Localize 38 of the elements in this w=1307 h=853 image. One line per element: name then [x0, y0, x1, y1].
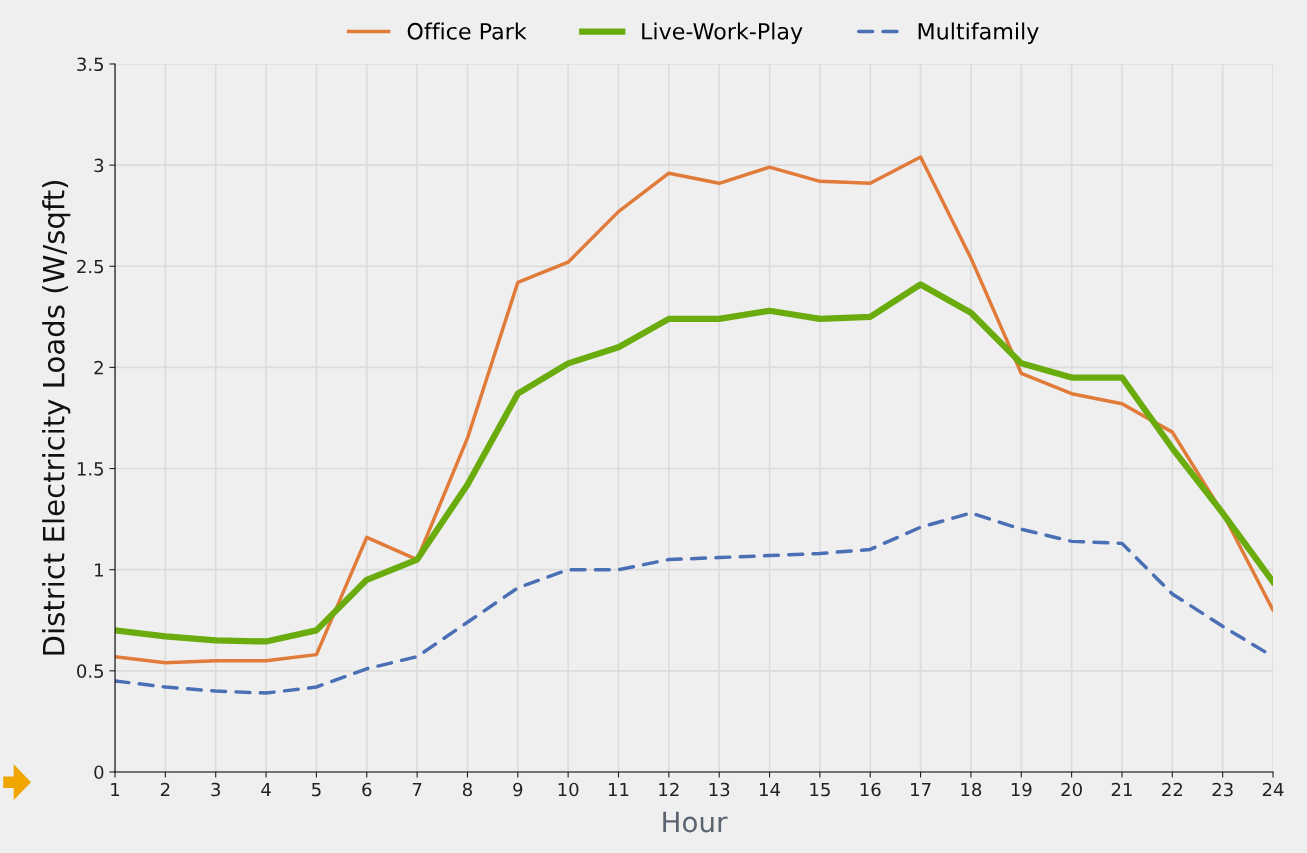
x-tick-label: 4 — [261, 782, 271, 797]
y-tick-label: 3.5 — [77, 57, 104, 72]
x-axis-title: Hour — [663, 811, 728, 833]
x-tick-label: 11 — [608, 782, 629, 797]
y-tick-label: 1.5 — [77, 462, 104, 476]
x-tick-label: 3 — [211, 782, 221, 797]
x-tick-label: 9 — [513, 782, 523, 797]
x-tick-label: 23 — [1212, 782, 1233, 797]
y-tick-label: 0.5 — [77, 664, 104, 678]
x-tick-label: 16 — [860, 782, 881, 797]
y-tick-label: 2 — [94, 360, 103, 375]
x-tick-label: 17 — [911, 782, 931, 797]
x-tick-label: 24 — [1262, 782, 1284, 797]
x-tick-label: 2 — [160, 782, 170, 797]
x-tick-label: 20 — [1061, 782, 1082, 797]
x-tick-label: 8 — [462, 782, 472, 797]
x-tick-label: 10 — [558, 782, 579, 797]
y-tick-label: 2.5 — [77, 259, 104, 274]
x-tick-label: 15 — [810, 782, 830, 797]
x-tick-label: 12 — [659, 782, 679, 797]
y-axis-title: District Electricity Loads (W/sqft) — [42, 181, 71, 655]
y-tick-label: 1 — [95, 563, 103, 577]
x-tick-label: 6 — [362, 782, 372, 797]
x-tick-label: 5 — [312, 782, 321, 797]
x-tick-label: 13 — [709, 782, 730, 797]
line-series — [115, 155, 1274, 665]
y-tick-label: 3 — [94, 158, 104, 173]
legend-label: Multifamily — [918, 22, 1039, 44]
x-tick-label: 22 — [1162, 782, 1182, 797]
x-tick-label: 19 — [1011, 782, 1032, 797]
x-tick-label: 21 — [1111, 782, 1132, 797]
x-tick-label: 7 — [412, 782, 422, 797]
x-tick-label: 18 — [961, 782, 982, 797]
x-tick-label: 1 — [111, 782, 120, 797]
legend-label: Office Park — [407, 22, 527, 40]
x-tick-label: 14 — [760, 782, 781, 797]
legend-label: Live-Work-Play — [642, 22, 803, 44]
y-tick-label: 0 — [94, 765, 104, 780]
